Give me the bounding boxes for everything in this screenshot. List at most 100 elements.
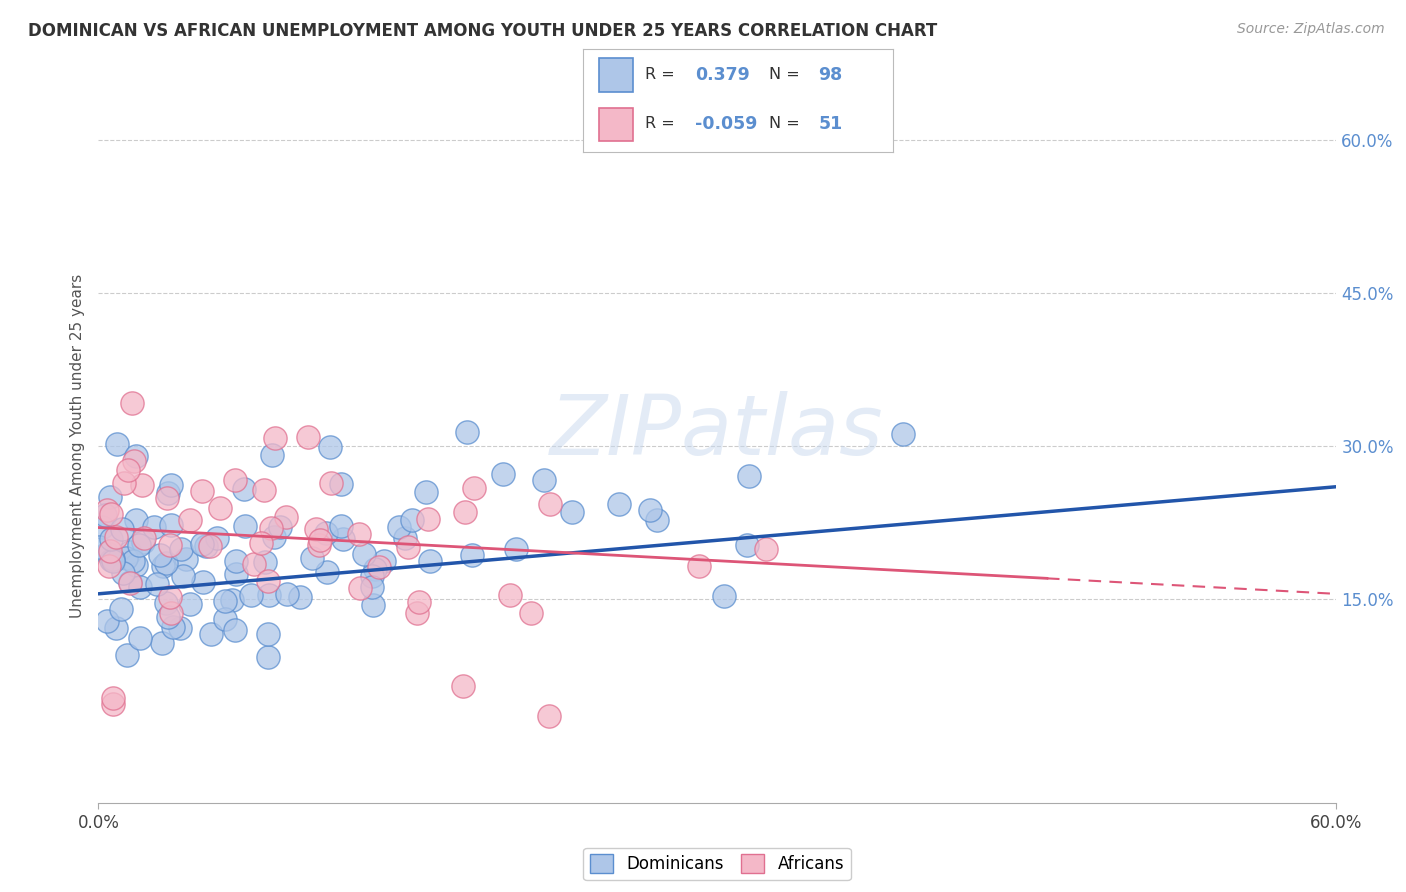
Point (257, 588, 280, 602)
Point (276, 587, 298, 601)
Point (121, 395, 143, 409)
Point (253, 483, 276, 498)
Point (111, 522, 134, 536)
Text: 0.379: 0.379 (695, 66, 749, 84)
Point (134, 532, 156, 546)
Point (373, 554, 395, 568)
Point (419, 554, 441, 568)
Point (224, 473, 246, 487)
Point (101, 554, 124, 568)
Point (156, 491, 179, 506)
Point (98, 490, 121, 504)
Point (96, 545, 118, 559)
Point (361, 598, 384, 612)
Point (309, 533, 332, 547)
Point (451, 680, 474, 694)
Text: ZIPatlas: ZIPatlas (550, 392, 884, 472)
Text: DOMINICAN VS AFRICAN UNEMPLOYMENT AMONG YOUTH UNDER 25 YEARS CORRELATION CHART: DOMINICAN VS AFRICAN UNEMPLOYMENT AMONG … (28, 22, 938, 40)
Point (107, 437, 129, 451)
Point (179, 597, 201, 611)
Point (149, 548, 172, 562)
Point (353, 547, 375, 561)
Point (101, 552, 124, 566)
Point (396, 540, 419, 554)
Point (891, 426, 914, 441)
Point (111, 566, 134, 581)
Point (160, 478, 183, 492)
Text: 51: 51 (818, 115, 842, 133)
Point (156, 486, 179, 500)
Point (225, 554, 247, 568)
Point (100, 532, 122, 546)
Point (101, 697, 124, 711)
Point (364, 562, 387, 576)
Point (301, 550, 323, 565)
Point (330, 477, 353, 491)
Point (125, 450, 148, 464)
Point (249, 535, 271, 549)
Point (104, 621, 127, 635)
Point (89, 541, 111, 555)
Point (233, 519, 256, 533)
Point (394, 531, 416, 545)
Point (214, 612, 236, 626)
Point (492, 467, 515, 481)
Legend: Dominicans, Africans: Dominicans, Africans (583, 847, 851, 880)
Text: R =: R = (645, 117, 675, 131)
Point (100, 507, 122, 521)
Point (191, 483, 214, 498)
Point (737, 469, 759, 483)
Point (688, 558, 710, 573)
Y-axis label: Unemployment Among Youth under 25 years: Unemployment Among Youth under 25 years (70, 274, 86, 618)
Point (162, 620, 184, 634)
Point (200, 539, 222, 553)
Point (101, 690, 124, 705)
Point (150, 635, 173, 649)
Point (169, 621, 191, 635)
Point (146, 577, 169, 591)
Point (305, 523, 328, 537)
Point (98, 558, 121, 573)
Point (115, 550, 138, 565)
Text: 98: 98 (818, 66, 842, 84)
Point (118, 545, 141, 559)
Point (499, 588, 522, 602)
Text: N =: N = (769, 117, 800, 131)
Point (225, 567, 247, 582)
Point (561, 505, 583, 519)
Point (94, 508, 117, 522)
Point (110, 602, 132, 616)
Point (105, 530, 128, 544)
Point (274, 510, 297, 524)
Point (200, 627, 222, 641)
Point (96, 502, 118, 516)
Point (256, 627, 278, 641)
Point (122, 554, 145, 568)
Point (315, 526, 337, 541)
Point (174, 552, 197, 566)
Point (260, 521, 283, 535)
Point (463, 482, 485, 496)
Point (316, 565, 339, 579)
Point (349, 582, 371, 596)
Point (640, 502, 662, 516)
Point (160, 517, 183, 532)
Point (170, 542, 193, 557)
Point (755, 542, 778, 557)
Point (128, 631, 150, 645)
Point (416, 512, 439, 526)
Point (406, 606, 429, 620)
Point (100, 552, 122, 566)
Point (533, 473, 555, 487)
Point (454, 505, 477, 519)
Point (260, 448, 283, 462)
Point (160, 607, 183, 621)
FancyBboxPatch shape (599, 108, 633, 141)
Point (120, 576, 142, 591)
Point (232, 482, 254, 496)
Point (456, 425, 478, 439)
Point (195, 539, 218, 553)
Point (269, 520, 291, 534)
Point (224, 624, 246, 638)
Point (713, 589, 735, 603)
